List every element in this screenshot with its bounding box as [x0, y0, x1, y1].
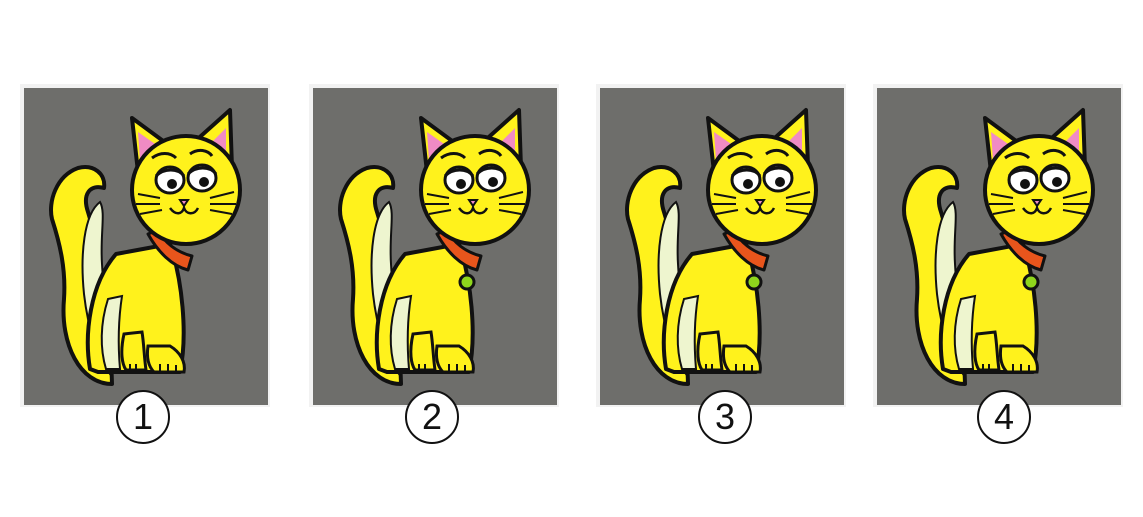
option-number-4[interactable]: 4	[977, 390, 1031, 444]
option-number-2[interactable]: 2	[405, 390, 459, 444]
option-panel-1[interactable]	[20, 84, 270, 407]
option-number-3[interactable]: 3	[698, 390, 752, 444]
cat-illustration-icon	[625, 108, 818, 386]
option-panel-2[interactable]	[309, 84, 559, 407]
cat-illustration-icon	[902, 108, 1095, 386]
option-panel-3[interactable]	[596, 84, 846, 407]
cat-illustration-icon	[338, 108, 531, 386]
option-number-1[interactable]: 1	[116, 390, 170, 444]
option-panel-4[interactable]	[873, 84, 1123, 407]
cat-illustration-icon	[49, 108, 242, 386]
